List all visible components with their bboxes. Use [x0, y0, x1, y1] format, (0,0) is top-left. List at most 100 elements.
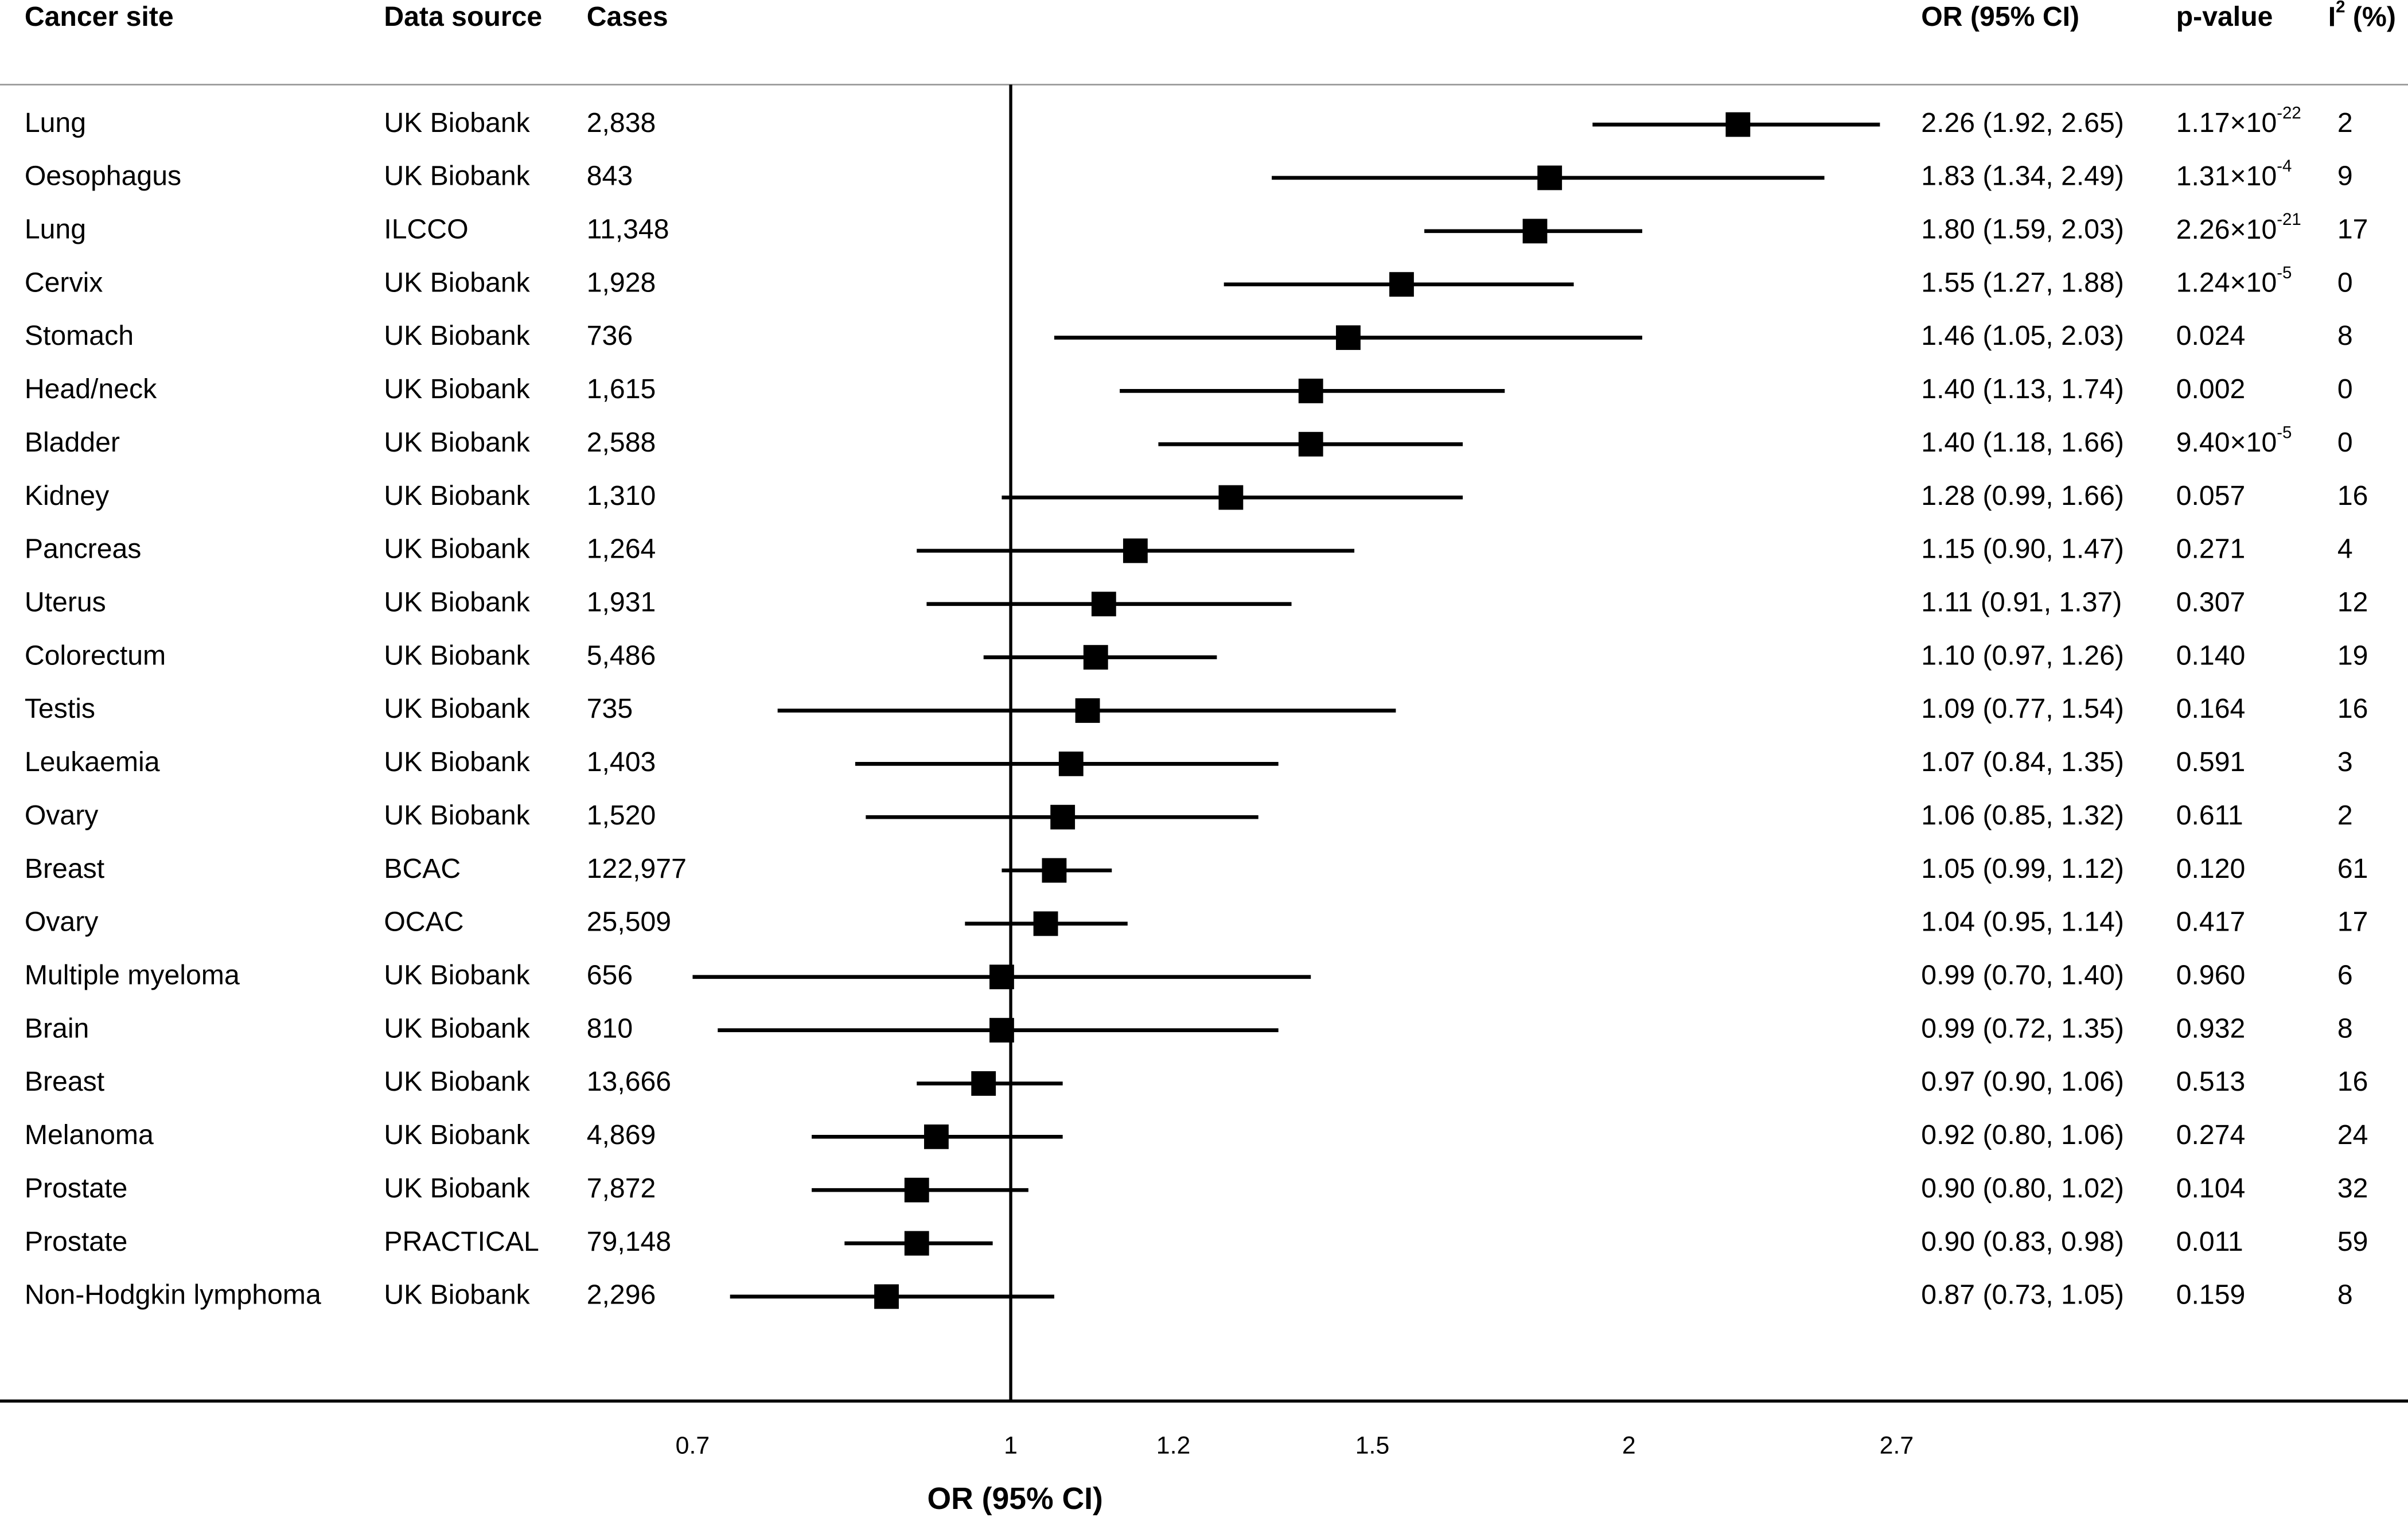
p-value-base: 1.24×10 — [2176, 267, 2277, 298]
cases: 2,838 — [587, 107, 656, 138]
site: Prostate — [25, 1173, 127, 1204]
site: Cervix — [25, 267, 103, 298]
p-value: 9.40×10-5 — [2176, 423, 2292, 458]
i2: 2 — [2337, 800, 2353, 831]
p-value-exp: -21 — [2277, 210, 2301, 229]
site: Leukaemia — [25, 746, 160, 777]
site: Oesophagus — [25, 161, 181, 192]
p-value: 0.140 — [2176, 640, 2246, 671]
cases: 2,588 — [587, 427, 656, 458]
p-value: 0.932 — [2176, 1013, 2246, 1044]
site: Testis — [25, 693, 95, 724]
cases: 1,310 — [587, 480, 656, 511]
or-label: 1.40 (1.13, 1.74) — [1921, 374, 2124, 404]
header-i2: I2 (%) — [2328, 0, 2396, 32]
p-value: 1.31×10-4 — [2176, 157, 2292, 192]
i2: 12 — [2337, 587, 2368, 618]
site: Ovary — [25, 800, 99, 831]
p-value: 0.307 — [2176, 587, 2246, 618]
source: UK Biobank — [384, 534, 530, 565]
site: Prostate — [25, 1226, 127, 1257]
p-value: 1.24×10-5 — [2176, 263, 2292, 298]
or-point — [924, 1124, 949, 1149]
source: UK Biobank — [384, 1119, 530, 1150]
cases: 1,403 — [587, 746, 656, 777]
i2: 59 — [2337, 1226, 2368, 1257]
or-point — [904, 1231, 929, 1256]
source: UK Biobank — [384, 1173, 530, 1204]
or-point — [1123, 538, 1148, 563]
i2: 9 — [2337, 161, 2353, 192]
i2: 16 — [2337, 1066, 2368, 1097]
site: Head/neck — [25, 374, 157, 404]
site: Melanoma — [25, 1119, 154, 1150]
cases: 1,931 — [587, 587, 656, 618]
x-tick-label: 1.2 — [1156, 1432, 1191, 1460]
site: Lung — [25, 107, 86, 138]
site: Breast — [25, 1066, 105, 1097]
or-label: 0.97 (0.90, 1.06) — [1921, 1066, 2124, 1097]
p-value-exp: -5 — [2277, 423, 2292, 442]
cases: 4,869 — [587, 1119, 656, 1150]
site: Multiple myeloma — [25, 959, 240, 990]
p-value: 0.417 — [2176, 907, 2246, 938]
or-point — [1050, 804, 1076, 830]
i2: 17 — [2337, 907, 2368, 938]
header-i2-sup: 2 — [2336, 0, 2345, 16]
x-tick-label: 1.5 — [1355, 1432, 1390, 1460]
source: UK Biobank — [384, 161, 530, 192]
site: Kidney — [25, 480, 109, 511]
source: PRACTICAL — [384, 1226, 539, 1257]
source: UK Biobank — [384, 374, 530, 404]
site: Bladder — [25, 427, 120, 458]
x-tick-label: 2 — [1622, 1432, 1636, 1460]
p-value: 0.611 — [2176, 800, 2243, 831]
source: OCAC — [384, 907, 463, 938]
p-value: 0.271 — [2176, 534, 2246, 565]
or-label: 1.04 (0.95, 1.14) — [1921, 907, 2124, 938]
or-point — [1522, 219, 1548, 244]
p-value: 0.002 — [2176, 374, 2246, 404]
source: ILCCO — [384, 214, 468, 245]
or-label: 1.28 (0.99, 1.66) — [1921, 480, 2124, 511]
source: UK Biobank — [384, 959, 530, 990]
cases: 810 — [587, 1013, 633, 1044]
or-point — [1058, 751, 1084, 776]
or-label: 1.05 (0.99, 1.12) — [1921, 853, 2124, 884]
or-point — [1042, 858, 1067, 883]
p-value: 0.591 — [2176, 746, 2246, 777]
cases: 122,977 — [587, 853, 687, 884]
i2: 8 — [2337, 1013, 2353, 1044]
header-cases: Cases — [587, 1, 668, 32]
p-value-exp: -5 — [2277, 263, 2292, 282]
i2: 16 — [2337, 693, 2368, 724]
or-point — [1298, 378, 1323, 403]
or-point — [1218, 485, 1244, 510]
site: Colorectum — [25, 640, 166, 671]
or-label: 1.83 (1.34, 2.49) — [1921, 161, 2124, 192]
or-point — [989, 1018, 1014, 1043]
header-or: OR (95% CI) — [1921, 1, 2079, 32]
or-point — [1725, 112, 1751, 137]
site: Stomach — [25, 320, 134, 351]
p-value: 0.011 — [2176, 1226, 2243, 1257]
or-label: 0.99 (0.70, 1.40) — [1921, 959, 2124, 990]
i2: 0 — [2337, 267, 2353, 298]
or-point — [1389, 272, 1414, 297]
cases: 843 — [587, 161, 633, 192]
or-point — [874, 1284, 899, 1309]
site: Uterus — [25, 587, 106, 618]
i2: 8 — [2337, 1279, 2353, 1310]
cases: 13,666 — [587, 1066, 671, 1097]
header-i2-rest: (%) — [2345, 1, 2396, 32]
source: UK Biobank — [384, 1279, 530, 1310]
i2: 61 — [2337, 853, 2368, 884]
header-i2-base: I — [2328, 1, 2336, 32]
site: Ovary — [25, 907, 99, 938]
i2: 24 — [2337, 1119, 2368, 1150]
cases: 25,509 — [587, 907, 671, 938]
or-label: 1.15 (0.90, 1.47) — [1921, 534, 2124, 565]
p-value-base: 1.31×10 — [2176, 161, 2277, 192]
source: UK Biobank — [384, 640, 530, 671]
